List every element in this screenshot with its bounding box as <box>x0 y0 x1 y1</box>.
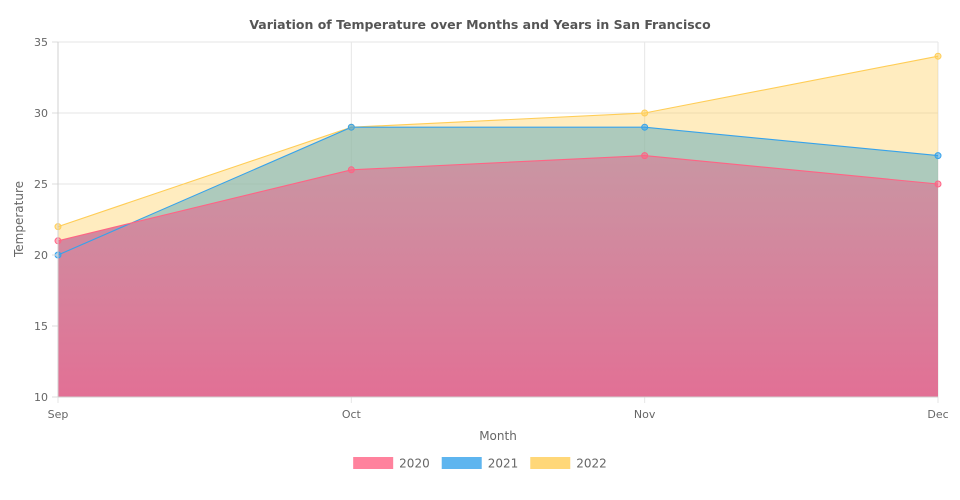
legend-swatch <box>530 457 571 469</box>
point-2021[interactable] <box>641 123 649 131</box>
point-2021[interactable] <box>934 152 942 160</box>
x-tick-label: Oct <box>342 408 362 421</box>
line-2021 <box>57 126 939 256</box>
legend-label: 2021 <box>488 457 519 471</box>
legend-item-2021[interactable]: 2021 <box>441 457 519 471</box>
y-tick-label: 25 <box>34 178 48 191</box>
point-2020[interactable] <box>934 180 942 188</box>
point-2020[interactable] <box>347 166 355 174</box>
point-2022[interactable] <box>641 109 649 117</box>
y-tick-label: 30 <box>34 107 48 120</box>
chart-title: Variation of Temperature over Months and… <box>249 17 711 32</box>
y-tick-label: 10 <box>34 391 48 404</box>
area-2020 <box>58 155 938 397</box>
point-2022[interactable] <box>934 52 942 60</box>
y-tick-label: 35 <box>34 36 48 49</box>
line-2020 <box>57 155 939 242</box>
legend-item-2020[interactable]: 2020 <box>353 457 430 471</box>
legend: 2020 2021 2022 <box>353 457 607 471</box>
x-tick-label: Nov <box>634 408 656 421</box>
y-axis-title: Temperature <box>12 181 26 258</box>
y-tick-label: 15 <box>34 320 48 333</box>
x-tick-label: Dec <box>927 408 948 421</box>
axes: 10 15 20 25 30 35 Sep Oct Nov Dec <box>34 36 949 421</box>
line-2022 <box>57 55 939 228</box>
legend-swatch <box>441 457 482 469</box>
x-axis-title: Month <box>479 429 517 443</box>
y-tick-label: 20 <box>34 249 48 262</box>
series-areas <box>58 56 938 397</box>
legend-label: 2022 <box>576 457 607 471</box>
series-lines <box>57 55 939 256</box>
legend-item-2022[interactable]: 2022 <box>530 457 607 471</box>
series-points <box>54 52 942 259</box>
point-2020[interactable] <box>641 152 649 160</box>
legend-swatch <box>353 457 394 469</box>
legend-label: 2020 <box>399 457 430 471</box>
point-2021[interactable] <box>347 123 355 131</box>
x-tick-label: Sep <box>48 408 69 421</box>
